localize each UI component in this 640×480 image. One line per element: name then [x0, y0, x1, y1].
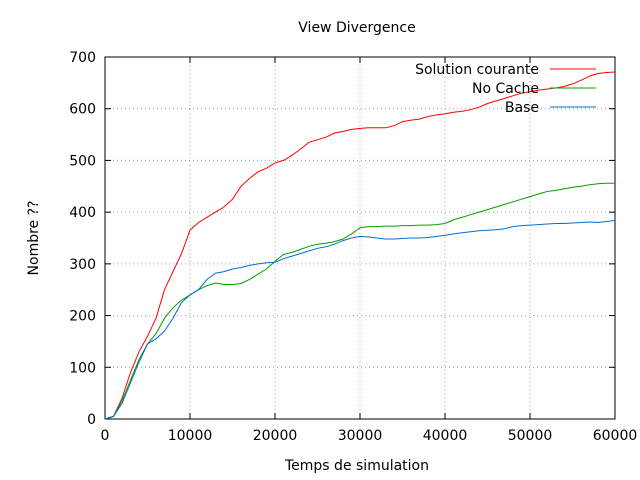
x-tick-label: 40000	[423, 428, 468, 444]
grid-lines	[105, 57, 615, 419]
series-group	[104, 71, 616, 420]
x-tick-label: 10000	[168, 428, 213, 444]
x-tick-label: 30000	[338, 428, 383, 444]
y-tick-label: 600	[69, 102, 96, 118]
x-tick-label: 50000	[508, 428, 553, 444]
x-axis-label: Temps de simulation	[284, 458, 429, 474]
chart-title: View Divergence	[298, 20, 415, 36]
series-line	[104, 71, 616, 420]
x-tick-label: 0	[101, 428, 110, 444]
axis-ticks: 0 10000 20000 30000 40000 50000 60000 0 100 200 30…	[69, 50, 637, 444]
x-tick-label: 20000	[253, 428, 298, 444]
x-tick-label: 60000	[593, 428, 638, 444]
y-tick-label: 700	[69, 50, 96, 66]
legend-label: No Cache	[472, 81, 539, 97]
series-line	[104, 219, 616, 420]
legend-label: Solution courante	[415, 62, 539, 78]
y-tick-label: 500	[69, 153, 96, 169]
y-tick-label: 200	[69, 309, 96, 325]
y-tick-label: 0	[87, 412, 96, 428]
legend: Solution courante No Cache Base	[415, 62, 596, 116]
legend-label: Base	[505, 100, 539, 116]
y-tick-label: 100	[69, 360, 96, 376]
y-tick-label: 400	[69, 205, 96, 221]
y-tick-label: 300	[69, 257, 96, 273]
y-axis-label: Nombre ??	[26, 201, 42, 276]
